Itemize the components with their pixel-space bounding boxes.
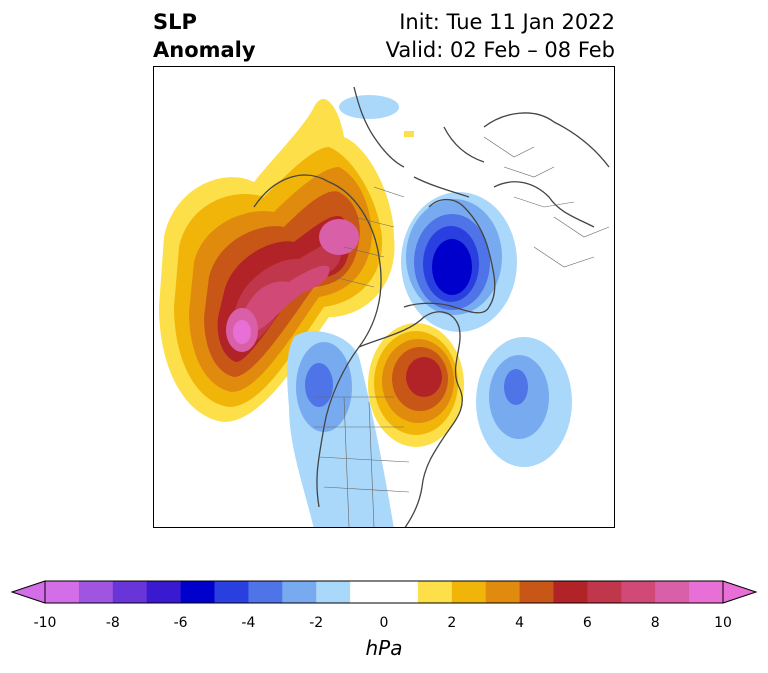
anomaly-map <box>159 86 610 527</box>
colorbar-segment <box>587 581 622 603</box>
colorbar-tick-label: -8 <box>105 615 120 631</box>
colorbar-segment <box>655 581 690 603</box>
colorbar-segment <box>553 581 588 603</box>
colorbar-segment <box>621 581 656 603</box>
colorbar-tick-label: 8 <box>650 615 660 631</box>
anomaly-positive-pacific <box>159 98 395 422</box>
colorbar-segment <box>384 581 419 603</box>
colorbar-segment <box>485 581 521 603</box>
anomaly-negative-small <box>339 95 399 119</box>
colorbar-tick-label: 10 <box>714 615 732 631</box>
colorbar-tick-label: 2 <box>447 615 457 631</box>
colorbar-tick-label: -2 <box>309 615 324 631</box>
colorbar-segment <box>112 581 148 603</box>
colorbar-extend-low <box>10 580 46 604</box>
colorbar <box>10 580 758 604</box>
colorbar-tick-label: 4 <box>515 615 525 631</box>
colorbar-tick-label: -4 <box>241 615 256 631</box>
colorbar-segment <box>417 581 453 603</box>
colorbar-tick-label: 0 <box>379 615 389 631</box>
colorbar-segment <box>350 581 385 603</box>
colorbar-segment <box>180 581 215 603</box>
title-left: SLP Anomaly <box>153 8 256 64</box>
coastlines <box>253 86 610 527</box>
colorbar-segment <box>45 581 80 603</box>
colorbar-tick-label: -6 <box>173 615 188 631</box>
colorbar-tick-label: 6 <box>582 615 592 631</box>
title-right: Init: Tue 11 Jan 2022 Valid: 02 Feb – 08… <box>386 8 615 64</box>
anomaly-negative-wna <box>287 331 394 527</box>
colorbar-outline <box>44 580 724 604</box>
borders <box>314 136 610 527</box>
colorbar-segment <box>282 581 317 603</box>
colorbar-segment <box>316 581 351 603</box>
valid-dates: Valid: 02 Feb – 08 Feb <box>385 38 615 62</box>
colorbar-extend-high <box>722 580 758 604</box>
colorbar-segment <box>146 581 182 603</box>
colorbar-unit: hPa <box>365 636 403 660</box>
title-variable: SLP <box>153 10 197 34</box>
colorbar-segment <box>78 581 114 603</box>
colorbar-segment <box>248 581 283 603</box>
colorbar-segment <box>689 581 724 603</box>
map-panel <box>153 66 615 528</box>
anomaly-negative-atlantic <box>476 337 572 467</box>
anomaly-negative-arctic <box>401 192 517 332</box>
anomaly-positive-hudson <box>368 323 464 447</box>
title-type: Anomaly <box>153 38 256 62</box>
colorbar-segment <box>451 581 487 603</box>
colorbar-segment <box>519 581 554 603</box>
colorbar-segment <box>214 581 249 603</box>
anomaly-positive-small <box>404 131 414 137</box>
init-date: Init: Tue 11 Jan 2022 <box>399 10 615 34</box>
colorbar-tick-label: -10 <box>33 615 57 631</box>
